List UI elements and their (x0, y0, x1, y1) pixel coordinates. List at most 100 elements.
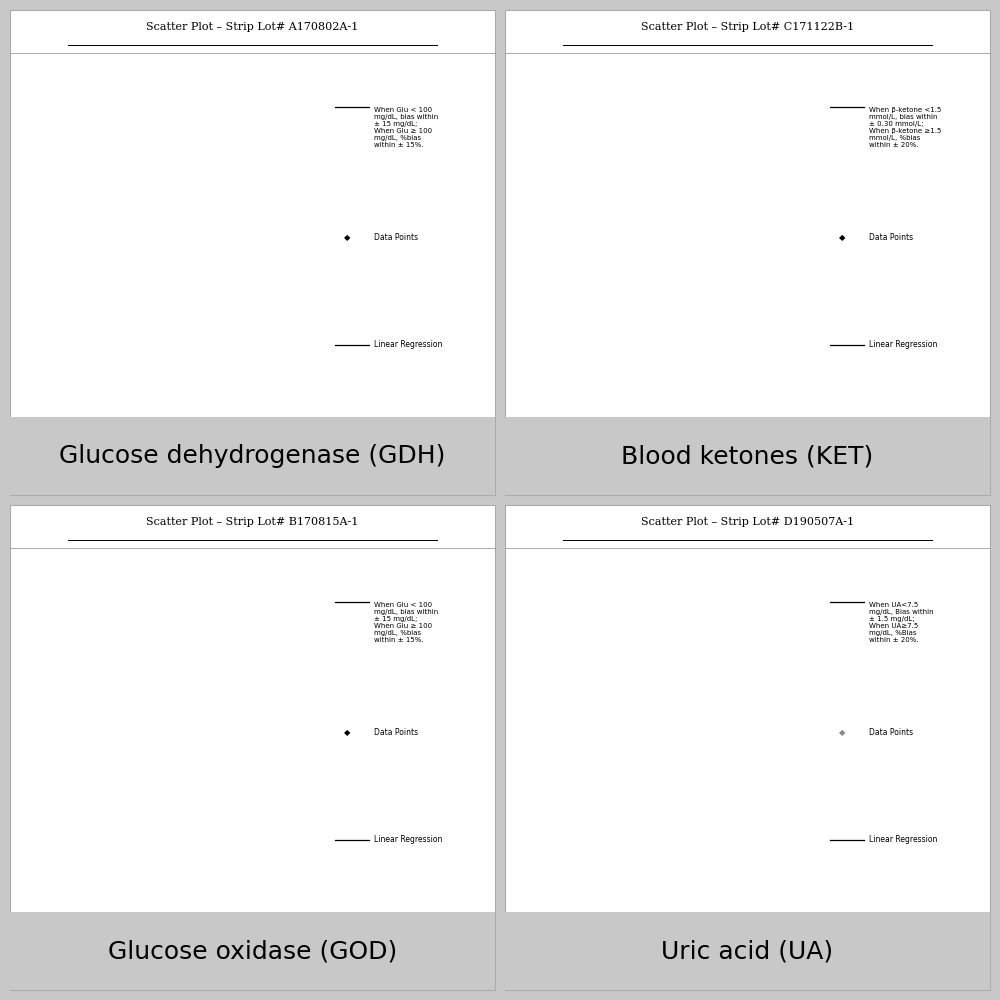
Y-axis label: Measured Values (mg/dL): Measured Values (mg/dL) (541, 687, 550, 794)
Point (570, 878, 586, 894)
Point (574, 377, 590, 393)
Point (580, 866, 596, 882)
Point (572, 880, 588, 896)
Point (568, 387, 584, 403)
Point (122, 826, 138, 842)
Point (274, 625, 290, 641)
Point (623, 317, 639, 333)
Text: Glucose oxidase (GOD): Glucose oxidase (GOD) (108, 939, 397, 963)
Point (86, 864, 102, 880)
Point (614, 331, 630, 347)
Point (93, 855, 109, 871)
Point (194, 719, 210, 735)
Point (98, 849, 114, 865)
Point (71, 388, 87, 404)
Point (84, 374, 100, 390)
Point (612, 329, 628, 345)
Point (117, 821, 133, 837)
Point (79, 380, 95, 396)
Point (254, 150, 270, 166)
Point (235, 683, 251, 699)
Point (277, 123, 293, 139)
Point (163, 772, 179, 788)
Point (142, 300, 158, 316)
Point (250, 167, 266, 183)
Point (240, 170, 256, 186)
Point (592, 358, 608, 374)
Point (154, 291, 170, 307)
Point (72, 388, 88, 404)
Point (265, 152, 281, 168)
Point (592, 852, 608, 868)
Text: Scatter Plot – Strip Lot# C171122B-1: Scatter Plot – Strip Lot# C171122B-1 (641, 22, 854, 32)
Point (219, 704, 235, 720)
Point (102, 349, 118, 365)
Point (83, 868, 99, 884)
Point (776, 146, 792, 162)
Point (578, 374, 594, 390)
Point (118, 329, 134, 345)
Point (96, 355, 112, 371)
Point (596, 849, 612, 865)
Point (75, 387, 91, 403)
Point (143, 300, 159, 316)
Point (99, 849, 115, 865)
Point (74, 880, 90, 896)
Point (132, 313, 148, 329)
Point (94, 362, 110, 378)
Point (74, 384, 90, 400)
Point (81, 872, 97, 888)
Point (85, 866, 101, 882)
Point (683, 746, 699, 762)
Point (146, 795, 162, 811)
Point (79, 386, 95, 402)
Point (74, 881, 90, 897)
Point (574, 876, 590, 892)
Point (590, 853, 606, 869)
Point (566, 386, 582, 402)
Title: Scatter Plot
Strip Lot: B170815A-1: Scatter Plot Strip Lot: B170815A-1 (145, 564, 253, 585)
Point (109, 338, 125, 354)
Point (100, 353, 116, 369)
Point (75, 386, 91, 402)
Point (103, 845, 119, 861)
Point (578, 871, 594, 887)
Point (288, 613, 304, 629)
Point (678, 745, 694, 761)
Point (771, 138, 787, 154)
Point (658, 764, 674, 780)
Point (77, 874, 93, 890)
Point (723, 694, 739, 710)
Point (192, 236, 208, 252)
Point (118, 825, 134, 841)
Point (571, 881, 587, 897)
Point (71, 389, 87, 405)
Point (122, 822, 138, 838)
Point (103, 842, 119, 858)
Point (82, 871, 98, 887)
Point (758, 640, 774, 656)
Text: ◆: ◆ (839, 728, 845, 737)
Point (71, 390, 87, 406)
Point (101, 846, 117, 862)
Text: When Glu < 100
mg/dL, bias within
± 15 mg/dL;
When Glu ≥ 100
mg/dL, %bias
within: When Glu < 100 mg/dL, bias within ± 15 m… (374, 107, 438, 148)
Point (173, 266, 189, 282)
Point (76, 875, 92, 891)
Y-axis label: Measured Values (mg/dL): Measured Values (mg/dL) (41, 192, 50, 299)
Point (119, 824, 135, 840)
Text: Linear Regression: Linear Regression (374, 835, 442, 844)
Point (76, 384, 92, 400)
Point (597, 352, 613, 368)
Text: Scatter Plot – Strip Lot# A170802A-1: Scatter Plot – Strip Lot# A170802A-1 (146, 22, 359, 32)
Text: y = 0.9716 x + 0.0128
R² = 0.9696: y = 0.9716 x + 0.0128 R² = 0.9696 (583, 670, 686, 689)
Point (572, 383, 588, 399)
Point (573, 874, 589, 890)
Point (590, 856, 606, 872)
Title: Scatter Plot
Strip Lot: C171122B-1: Scatter Plot Strip Lot: C171122B-1 (640, 69, 748, 90)
Point (72, 880, 88, 896)
Point (220, 194, 236, 210)
Point (570, 383, 586, 399)
Point (73, 880, 89, 896)
Point (226, 196, 242, 212)
Point (243, 668, 259, 684)
